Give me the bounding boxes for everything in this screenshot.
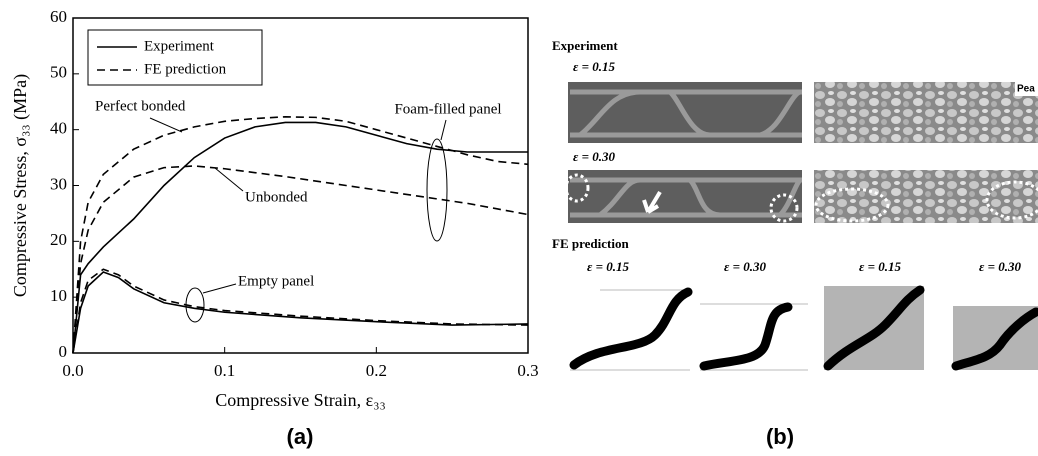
fe-wall bbox=[823, 285, 925, 371]
panel-b: Experiment ε = 0.15 Pea ε = 0.30 FE pred… bbox=[552, 38, 1038, 371]
data-line bbox=[72, 271, 529, 354]
y-tick-label: 60 bbox=[50, 7, 67, 26]
legend-label: Experiment bbox=[144, 38, 215, 54]
annotation-ellipse bbox=[185, 287, 205, 323]
fe-wall bbox=[951, 307, 1038, 371]
y-tick-label: 10 bbox=[50, 286, 67, 305]
strain-label: ε = 0.30 bbox=[573, 149, 615, 164]
x-tick-label: 0.3 bbox=[517, 361, 538, 380]
highlight bbox=[814, 187, 890, 223]
data-line bbox=[72, 116, 529, 354]
strain-label: ε = 0.15 bbox=[859, 259, 901, 274]
strain-label: ε = 0.30 bbox=[724, 259, 766, 274]
annotation-leader bbox=[202, 283, 237, 294]
data-line bbox=[72, 165, 529, 354]
annotation-leader bbox=[214, 167, 244, 192]
section-title: Experiment bbox=[552, 38, 618, 53]
y-tick-label: 0 bbox=[59, 342, 68, 361]
y-tick-label: 30 bbox=[50, 174, 67, 193]
fe-wall bbox=[569, 287, 693, 370]
photo bbox=[814, 82, 1038, 143]
y-tick-label: 50 bbox=[50, 63, 67, 82]
annotation: Perfect bonded bbox=[95, 98, 186, 114]
annotation: Empty panel bbox=[238, 273, 314, 289]
annotation: Foam-filled panel bbox=[394, 101, 501, 117]
arrow bbox=[642, 190, 662, 214]
photo bbox=[814, 170, 1038, 223]
legend-label: FE prediction bbox=[144, 61, 227, 77]
annotation: Unbonded bbox=[245, 189, 308, 205]
panel-label: (b) bbox=[766, 424, 794, 449]
y-tick-label: 20 bbox=[50, 230, 67, 249]
y-tick-label: 40 bbox=[50, 119, 67, 138]
strain-label: ε = 0.15 bbox=[587, 259, 629, 274]
highlight bbox=[564, 173, 590, 203]
annotation-leader bbox=[149, 117, 183, 133]
annotation-leader bbox=[440, 119, 447, 141]
x-tick-label: 0.2 bbox=[366, 361, 387, 380]
y-axis-label: Compressive Stress, σ₃₃ (MPa) bbox=[10, 74, 31, 297]
data-line bbox=[72, 268, 529, 354]
section-title: FE prediction bbox=[552, 236, 629, 251]
fe-wall bbox=[699, 302, 793, 371]
highlight bbox=[769, 193, 799, 223]
photo-tag-bg bbox=[1015, 82, 1038, 96]
data-line bbox=[72, 121, 528, 354]
x-tick-label: 0.1 bbox=[214, 361, 235, 380]
highlight bbox=[985, 180, 1038, 220]
chart-panel: 0.0 0.1 0.2 0.3 0 10 20 30 40 50 60 Compressive Str… bbox=[10, 7, 539, 410]
strain-label: ε = 0.15 bbox=[573, 59, 615, 74]
annotation-ellipse bbox=[426, 138, 448, 242]
photo-tag: Pea bbox=[1017, 84, 1035, 95]
x-axis-label: Compressive Strain, ε₃₃ bbox=[215, 390, 386, 410]
strain-label: ε = 0.30 bbox=[979, 259, 1021, 274]
photo-detail bbox=[570, 89, 802, 138]
legend-box bbox=[87, 29, 263, 86]
fe-boundary bbox=[570, 289, 690, 371]
panel-label: (a) bbox=[287, 424, 314, 449]
x-tick-label: 0.0 bbox=[62, 361, 83, 380]
